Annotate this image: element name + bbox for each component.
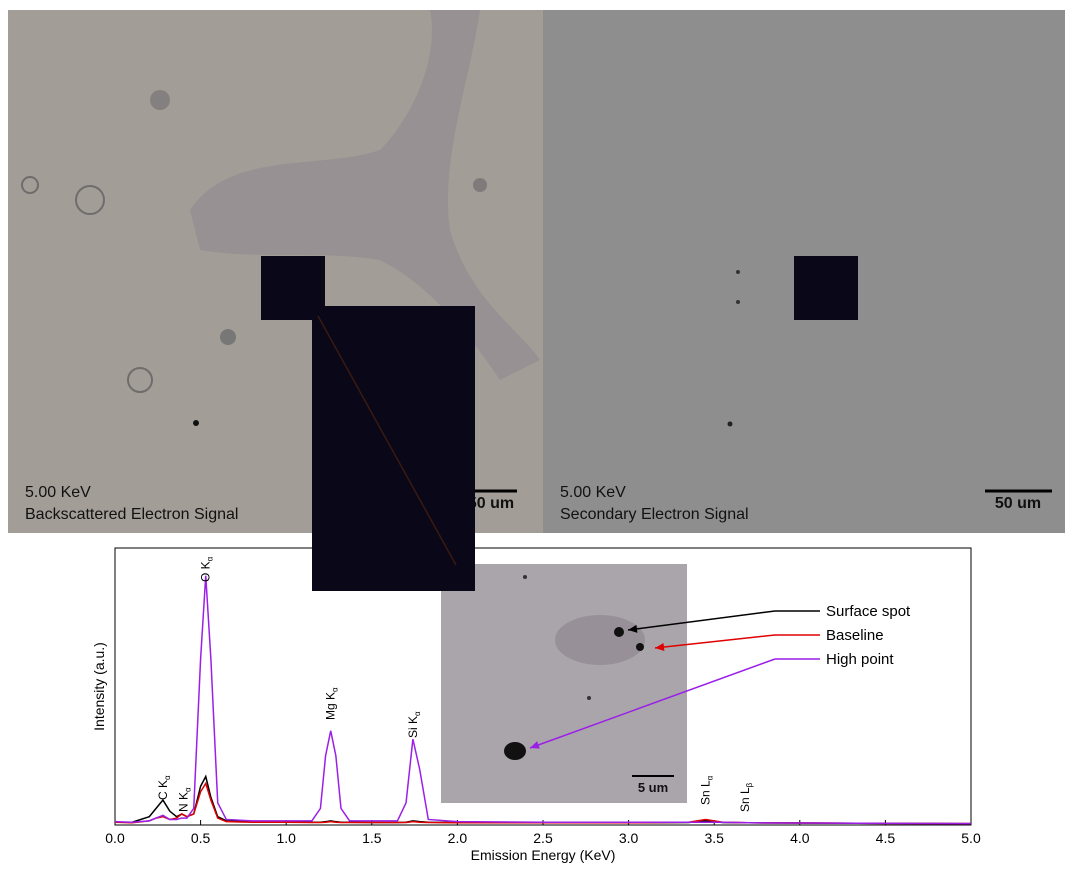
sem-particle bbox=[127, 367, 153, 393]
inset-spot bbox=[523, 575, 527, 579]
sem-feature bbox=[190, 10, 540, 380]
x-tick-label: 1.5 bbox=[362, 830, 382, 846]
legend-label: High point bbox=[826, 651, 894, 668]
x-tick-label: 3.5 bbox=[704, 830, 724, 846]
legend-arrowhead bbox=[628, 624, 638, 633]
inset-feature bbox=[555, 615, 645, 665]
sem-energy: 5.00 KeV bbox=[560, 484, 626, 501]
x-tick-label: 4.0 bbox=[790, 830, 810, 846]
legend-label: Baseline bbox=[826, 627, 884, 644]
inset-spot bbox=[587, 696, 591, 700]
peak-label-text: C K bbox=[156, 780, 170, 800]
peak-label: Sn Lα bbox=[699, 775, 715, 805]
sem-secondary: 5.00 KeV Secondary Electron Signal 50 um bbox=[543, 10, 1065, 533]
scale-bar-label: 5 um bbox=[638, 780, 668, 795]
sem-signal: Backscattered Electron Signal bbox=[25, 506, 238, 523]
peak-label: Sn Lβ bbox=[738, 782, 754, 812]
x-axis-label: Emission Energy (KeV) bbox=[471, 847, 616, 863]
peak-label-subscript: β bbox=[745, 782, 754, 787]
inset-spot bbox=[636, 643, 644, 651]
peak-label-text: Sn L bbox=[699, 780, 713, 805]
x-tick-label: 0.5 bbox=[191, 830, 211, 846]
sem-backscattered: 5.00 KeV Backscattered Electron Signal 5… bbox=[8, 10, 543, 533]
inset-spot bbox=[614, 627, 624, 637]
peak-label: O Kα bbox=[199, 556, 215, 582]
inset-image bbox=[441, 564, 687, 803]
x-tick-label: 4.5 bbox=[876, 830, 896, 846]
sem-particle bbox=[473, 178, 487, 192]
peak-label: Si Kα bbox=[406, 711, 422, 738]
legend-arrowhead bbox=[530, 741, 540, 749]
sem-particle bbox=[150, 90, 170, 110]
legend-pointer bbox=[529, 658, 776, 749]
scale-bar-label: 50 um bbox=[995, 495, 1041, 512]
inset: 5 um bbox=[441, 564, 687, 803]
peak-label-text: N K bbox=[176, 792, 190, 812]
peak-label: Mg Kα bbox=[324, 687, 340, 720]
peak-label-text: Mg K bbox=[324, 692, 338, 720]
sem-particle bbox=[727, 421, 733, 427]
scale-bar-label: 50 um bbox=[468, 495, 514, 512]
x-tick-label: 3.0 bbox=[619, 830, 639, 846]
connector-line bbox=[317, 315, 457, 566]
sem-energy: 5.00 KeV bbox=[25, 484, 91, 501]
legend-label: Surface spot bbox=[826, 603, 911, 620]
legend-pointer bbox=[654, 634, 776, 649]
x-tick-label: 2.5 bbox=[533, 830, 553, 846]
plot: 0.0 0.5 1.0 1.5 2.0 2.5 3.0 3.5 4.0 4.5 5.0 Emissio… bbox=[91, 556, 981, 863]
sem-signal: Secondary Electron Signal bbox=[560, 506, 749, 523]
peak-label-subscript: α bbox=[706, 775, 715, 780]
x-tick-label: 2.0 bbox=[448, 830, 468, 846]
peak-label-subscript: α bbox=[183, 787, 192, 792]
region-marker bbox=[794, 256, 858, 320]
sem-particle bbox=[193, 420, 199, 426]
peak-label-text: Sn L bbox=[738, 787, 752, 812]
peak-label-subscript: α bbox=[163, 775, 172, 780]
peak-label-subscript: α bbox=[206, 556, 215, 561]
peak-label-subscript: α bbox=[413, 711, 422, 716]
sem-particle bbox=[220, 329, 236, 345]
peak-label-text: Si K bbox=[406, 716, 420, 738]
peak-label-subscript: α bbox=[331, 687, 340, 692]
legend: Surface spot Baseline High point bbox=[529, 603, 911, 749]
sem-particle bbox=[736, 270, 740, 274]
x-tick-label: 0.0 bbox=[105, 830, 125, 846]
sem-particle bbox=[21, 176, 39, 194]
peak-label: C Kα bbox=[156, 775, 172, 800]
x-tick-label: 5.0 bbox=[961, 830, 981, 846]
peak-label: N Kα bbox=[176, 787, 192, 812]
inset-spot bbox=[504, 742, 526, 760]
legend-arrowhead bbox=[655, 643, 665, 652]
series-line bbox=[114, 575, 972, 825]
sem-particle bbox=[75, 185, 105, 215]
sem-particle bbox=[736, 300, 740, 304]
y-axis-label: Intensity (a.u.) bbox=[91, 642, 107, 731]
peak-label-text: O K bbox=[199, 561, 213, 582]
x-tick-label: 1.0 bbox=[276, 830, 296, 846]
legend-pointer bbox=[627, 610, 776, 631]
